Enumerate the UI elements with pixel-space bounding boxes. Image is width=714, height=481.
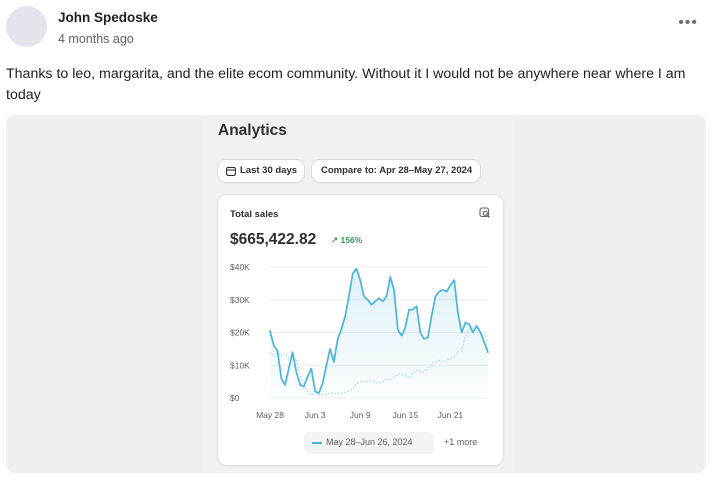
ellipsis-icon[interactable]: ••• [678, 14, 698, 31]
avatar[interactable] [6, 6, 47, 47]
report-search-icon[interactable] [479, 207, 491, 219]
legend-more-link[interactable]: +1 more [444, 437, 478, 447]
x-tick-label: Jun 9 [350, 410, 371, 420]
compare-label: Compare to: Apr 28–May 27, 2024 [321, 165, 473, 176]
date-range-label: Last 30 days [240, 165, 298, 176]
analytics-title: Analytics [218, 122, 287, 139]
legend-item[interactable]: May 28–Jun 26, 2024 [304, 432, 434, 454]
post-timestamp[interactable]: 4 months ago [58, 32, 134, 46]
y-tick-label: $0 [230, 393, 240, 403]
total-sales-value: $665,422.82 [230, 231, 317, 248]
y-tick-label: $20K [230, 328, 250, 338]
legend-swatch [312, 442, 322, 444]
author-name[interactable]: John Spedoske [58, 10, 158, 25]
total-sales-card: Total sales $665,422.82 ↗ 156% $0 $10K $20… [218, 195, 503, 465]
y-tick-label: $10K [230, 360, 250, 370]
compare-button[interactable]: Compare to: Apr 28–May 27, 2024 [312, 160, 480, 182]
x-tick-label: Jun 15 [393, 410, 419, 420]
x-tick-label: Jun 3 [305, 410, 326, 420]
x-tick-label: May 28 [256, 410, 284, 420]
y-tick-label: $40K [230, 262, 250, 272]
calendar-icon [226, 166, 236, 176]
date-range-button[interactable]: Last 30 days [218, 160, 304, 182]
series-line-current [269, 267, 489, 394]
y-tick-label: $30K [230, 295, 250, 305]
sales-line-chart: $0 $10K $20K $30K $40K May 28 Jun 3 Jun 9 Jun 15… [230, 262, 489, 420]
post-image[interactable]: Analytics Last 30 days Compare to: Apr 2… [6, 115, 706, 473]
post-body: Thanks to leo, margarita, and the elite … [6, 66, 686, 103]
series-line-comparison [269, 325, 489, 396]
legend-label: May 28–Jun 26, 2024 [326, 437, 413, 447]
analytics-screenshot: Analytics Last 30 days Compare to: Apr 2… [202, 115, 514, 473]
card-title: Total sales [230, 209, 279, 220]
series-area [270, 268, 488, 398]
post-header: John Spedoske 4 months ago ••• [6, 6, 708, 48]
x-tick-label: Jun 21 [438, 410, 464, 420]
change-badge: ↗ 156% [331, 235, 363, 245]
